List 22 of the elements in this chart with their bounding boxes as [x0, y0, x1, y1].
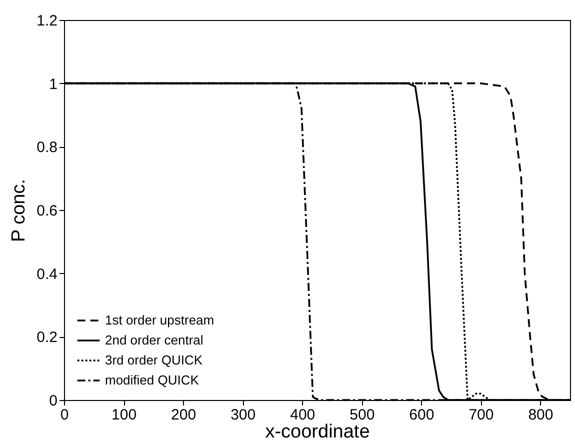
- x-tick-label: 100: [112, 406, 137, 424]
- x-tick-label: 500: [350, 406, 375, 424]
- legend-label: modified QUICK: [105, 372, 200, 388]
- x-tick-label: 600: [409, 406, 434, 424]
- legend-label: 2nd order central: [105, 332, 204, 348]
- x-axis-title: x-coordinate: [265, 422, 370, 442]
- y-tick-label: 1.2: [36, 12, 58, 30]
- y-axis-title: P conc.: [8, 178, 30, 242]
- y-tick-label: 0.2: [36, 329, 58, 346]
- y-tick-label: 0.6: [36, 202, 58, 220]
- x-tick-label: 800: [528, 406, 554, 424]
- y-tick-label: 0.8: [36, 139, 58, 156]
- x-tick-label: 700: [468, 406, 494, 424]
- x-tick-label: 300: [230, 406, 256, 424]
- legend-label: 1st order upstream: [105, 312, 214, 328]
- y-tick-label: 0: [49, 392, 58, 410]
- legend-label: 3rd order QUICK: [105, 352, 203, 368]
- y-tick-label: 0.4: [36, 266, 58, 283]
- x-tick-label: 400: [290, 406, 316, 424]
- y-tick-label: 1: [49, 76, 58, 93]
- x-tick-label: 200: [171, 406, 196, 424]
- x-tick-label: 0: [60, 406, 69, 424]
